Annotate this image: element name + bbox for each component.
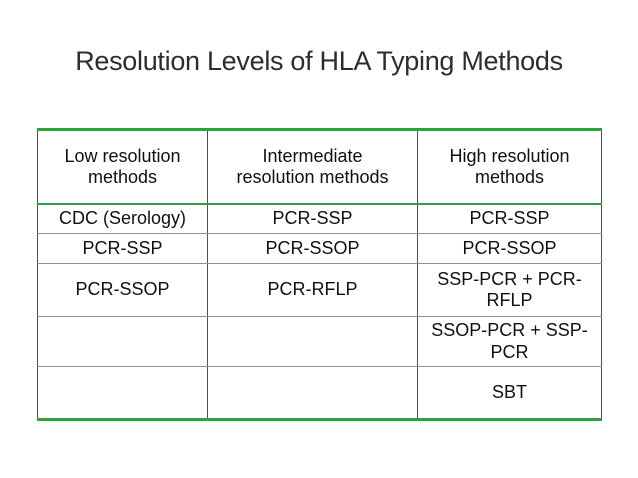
cell-r3-high: SSP-PCR + PCR-RFLP <box>417 263 602 317</box>
cell-r2-intermediate: PCR-SSOP <box>207 233 418 264</box>
cell-r3-intermediate: PCR-RFLP <box>207 263 418 317</box>
cell-r5-high: SBT <box>417 366 602 421</box>
column-header-low-resolution: Low resolution methods <box>37 128 208 205</box>
cell-r1-low: CDC (Serology) <box>37 203 208 234</box>
cell-r4-high: SSOP-PCR + SSP-PCR <box>417 316 602 367</box>
table-header-row: Low resolution methods Intermediate reso… <box>37 128 602 205</box>
cell-r2-low: PCR-SSP <box>37 233 208 264</box>
table-row: SSOP-PCR + SSP-PCR <box>37 316 602 367</box>
cell-r5-low <box>37 366 208 421</box>
cell-r1-intermediate: PCR-SSP <box>207 203 418 234</box>
hla-typing-methods-table: Low resolution methods Intermediate reso… <box>37 128 602 421</box>
cell-r4-intermediate <box>207 316 418 367</box>
column-header-intermediate-resolution: Intermediate resolution methods <box>207 128 418 205</box>
cell-r4-low <box>37 316 208 367</box>
table-row: PCR-SSP PCR-SSOP PCR-SSOP <box>37 233 602 264</box>
slide-title: Resolution Levels of HLA Typing Methods <box>75 46 563 76</box>
cell-r2-high: PCR-SSOP <box>417 233 602 264</box>
cell-r1-high: PCR-SSP <box>417 203 602 234</box>
table-row: PCR-SSOP PCR-RFLP SSP-PCR + PCR-RFLP <box>37 263 602 317</box>
cell-r3-low: PCR-SSOP <box>37 263 208 317</box>
cell-r5-intermediate <box>207 366 418 421</box>
column-header-high-resolution: High resolution methods <box>417 128 602 205</box>
table-row: CDC (Serology) PCR-SSP PCR-SSP <box>37 203 602 234</box>
table-row: SBT <box>37 366 602 421</box>
